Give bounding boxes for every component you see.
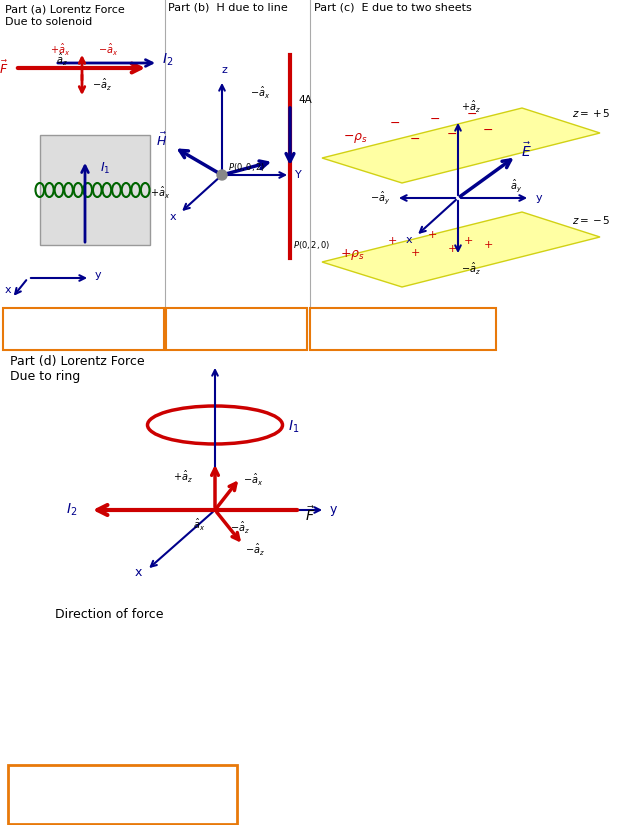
Text: $\hat{a}_z$: $\hat{a}_z$: [56, 52, 68, 68]
Text: x: x: [5, 285, 11, 295]
Text: $\vec{F}$: $\vec{F}$: [305, 506, 315, 525]
Text: $-\hat{a}_z$: $-\hat{a}_z$: [245, 542, 265, 558]
Text: Y: Y: [295, 170, 302, 180]
Text: Part (c)  E due to two sheets: Part (c) E due to two sheets: [314, 2, 472, 12]
Text: $+\hat{a}_z$or $-\hat{a}_z$or $+\hat{a}_x$or $-\hat{a}_x$: $+\hat{a}_z$or $-\hat{a}_z$or $+\hat{a}_…: [26, 328, 140, 344]
Text: $-$: $-$: [389, 116, 400, 129]
Text: $-\hat{a}_z$: $-\hat{a}_z$: [92, 77, 112, 93]
Text: Correct direction of $\vec{H}$: Correct direction of $\vec{H}$: [180, 313, 294, 328]
Text: $+\hat{a}_x$: $+\hat{a}_x$: [150, 185, 170, 201]
Text: $-\rho_s$: $-\rho_s$: [342, 131, 367, 145]
Text: Direction of force: Direction of force: [38, 315, 128, 325]
Text: $+\hat{a}_z$or $-\hat{a}_z$or $+\hat{a}_x$or $-\hat{a}_x$: $+\hat{a}_z$or $-\hat{a}_z$or $+\hat{a}_…: [49, 788, 195, 806]
Text: $-\hat{a}_x$: $-\hat{a}_x$: [98, 42, 118, 58]
Text: $+\hat{a}_z$: $+\hat{a}_z$: [461, 99, 481, 115]
Text: Part (a) Lorentz Force
Due to solenoid: Part (a) Lorentz Force Due to solenoid: [5, 5, 125, 26]
Text: $+$: $+$: [387, 234, 397, 246]
Text: $+$: $+$: [483, 238, 493, 249]
Polygon shape: [322, 212, 600, 287]
Text: $+$: $+$: [427, 229, 437, 239]
Text: $P(0,2,0)$: $P(0,2,0)$: [293, 239, 331, 251]
Text: $-$: $-$: [430, 111, 441, 125]
Text: $\hat{a}_y$: $\hat{a}_y$: [510, 177, 522, 195]
Text: y: y: [95, 270, 101, 280]
Text: $I_2$: $I_2$: [162, 52, 173, 68]
Text: $+\hat{a}_y$ or $-\hat{a}_y$ or$+\hat{a}_z$ or $-\hat{a}_x$: $+\hat{a}_y$ or $-\hat{a}_y$ or$+\hat{a}…: [177, 328, 297, 344]
Text: $-$: $-$: [446, 126, 457, 139]
Text: $I_1$: $I_1$: [288, 419, 299, 436]
Text: $+$: $+$: [447, 243, 457, 253]
Circle shape: [217, 170, 227, 180]
Text: $I_2$: $I_2$: [66, 502, 77, 518]
Text: x: x: [169, 212, 176, 222]
Text: $-$: $-$: [467, 106, 478, 120]
Text: $-$: $-$: [410, 131, 421, 144]
Text: $-\hat{a}_x$: $-\hat{a}_x$: [250, 85, 270, 101]
Text: $z=-5$: $z=-5$: [572, 214, 611, 226]
Text: x: x: [405, 235, 412, 245]
Text: $\hat{a}_x$: $\hat{a}_x$: [193, 517, 205, 533]
Polygon shape: [322, 108, 600, 183]
Text: $-\hat{a}_z$: $-\hat{a}_z$: [230, 520, 250, 536]
FancyBboxPatch shape: [3, 308, 164, 350]
Text: $\vec{F}$: $\vec{F}$: [0, 59, 8, 77]
Text: y: y: [536, 193, 543, 203]
Text: $+\hat{a}_z$: $+\hat{a}_z$: [173, 469, 193, 485]
Text: $I_1$: $I_1$: [100, 160, 111, 176]
Text: Part (b)  H due to line: Part (b) H due to line: [168, 2, 288, 12]
Text: 4A: 4A: [298, 95, 311, 105]
Text: $+$: $+$: [410, 247, 420, 257]
FancyBboxPatch shape: [8, 765, 237, 824]
Text: $+\rho_s$: $+\rho_s$: [340, 248, 365, 262]
Text: $-$: $-$: [483, 122, 494, 135]
Text: y: y: [330, 503, 337, 516]
Text: x: x: [135, 567, 142, 579]
Text: $-\hat{a}_y$: $-\hat{a}_y$: [370, 190, 390, 206]
Text: Direction of force: Direction of force: [55, 609, 164, 621]
Text: $P(0,0,2)$: $P(0,0,2)$: [228, 161, 266, 173]
Text: $+$: $+$: [463, 234, 473, 246]
Text: z: z: [221, 65, 227, 75]
Text: $-\hat{a}_x$: $-\hat{a}_x$: [243, 472, 263, 488]
Text: $+\hat{a}_x$: $+\hat{a}_x$: [50, 42, 70, 58]
Text: Part (d) Lorentz Force
Due to ring: Part (d) Lorentz Force Due to ring: [10, 355, 145, 383]
Text: $\vec{E}$: $\vec{E}$: [521, 142, 531, 160]
Text: $-\hat{a}_z$: $-\hat{a}_z$: [461, 261, 481, 277]
FancyBboxPatch shape: [310, 308, 496, 350]
Bar: [40, 135, 150, 245]
Text: Correct direction of $\vec{E}$: Correct direction of $\vec{E}$: [347, 313, 459, 328]
Text: $+\hat{a}_z$ or $-\hat{a}_z$ or $+\hat{a}_y$ or $-\hat{a}_y$: $+\hat{a}_z$ or $-\hat{a}_z$ or $+\hat{a…: [341, 328, 465, 344]
Text: $\vec{H}$: $\vec{H}$: [156, 131, 167, 148]
FancyBboxPatch shape: [166, 308, 307, 350]
Text: $z=+5$: $z=+5$: [572, 107, 611, 119]
